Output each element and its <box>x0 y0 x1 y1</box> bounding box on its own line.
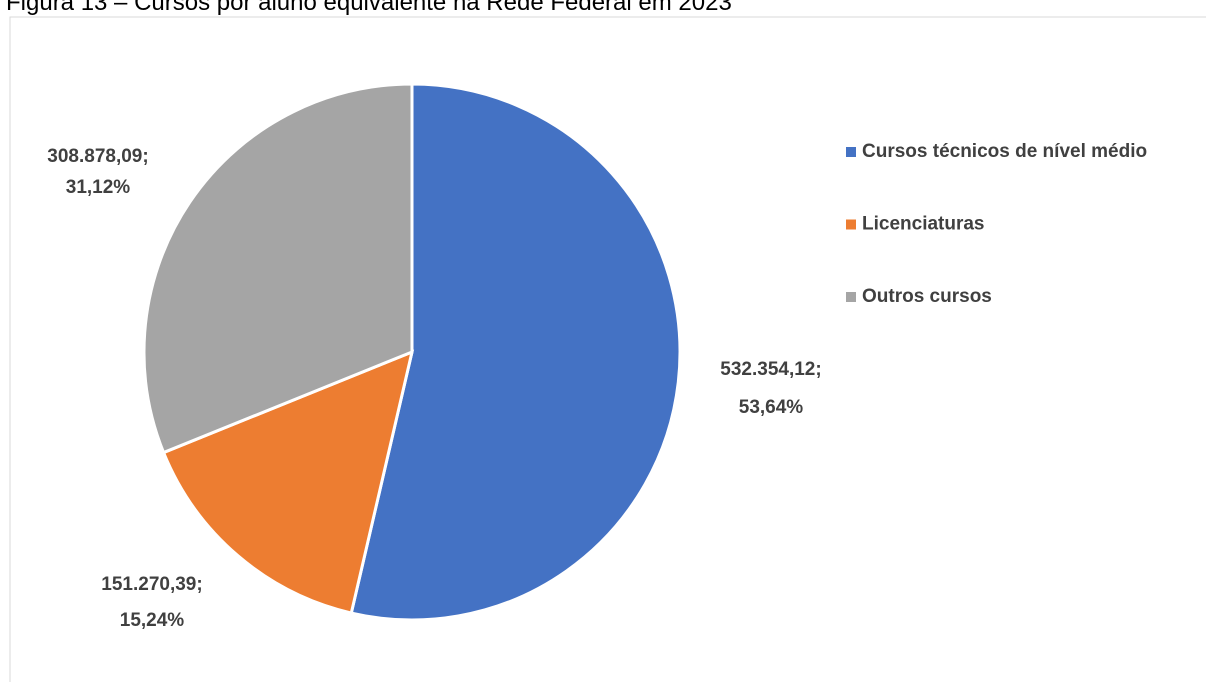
chart-frame <box>9 16 1206 682</box>
pie-slice <box>142 82 414 455</box>
pie-slice <box>161 349 415 615</box>
legend-swatch <box>846 292 856 302</box>
legend-label: Outros cursos <box>862 286 992 307</box>
data-label: 308.878,09; <box>47 146 148 167</box>
data-label: 532.354,12; <box>720 359 821 380</box>
legend-swatch <box>846 219 856 230</box>
legend-swatch <box>846 147 856 157</box>
legend-label: Licenciaturas <box>862 214 985 235</box>
chart-title: Figura 13 – Cursos por aluno equivalente… <box>6 0 732 16</box>
data-label: 53,64% <box>739 397 804 418</box>
pie-slice <box>349 82 682 622</box>
data-label: 31,12% <box>66 177 131 198</box>
data-label: 15,24% <box>120 610 185 631</box>
legend-label: Cursos técnicos de nível médio <box>862 141 1147 162</box>
data-label: 151.270,39; <box>101 574 202 595</box>
